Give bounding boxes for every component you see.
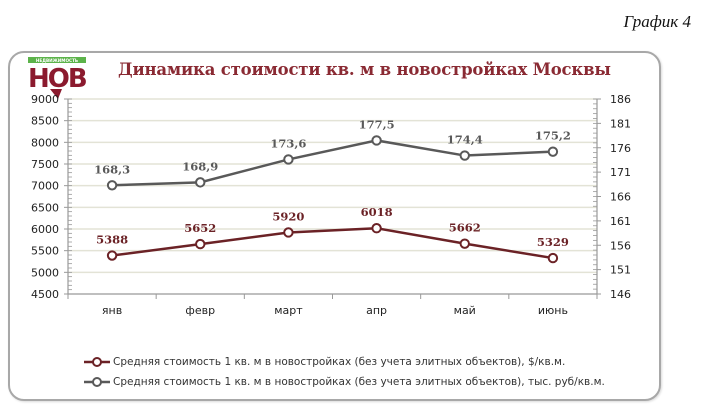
data-label: 5329 <box>537 235 569 249</box>
y-left-tick-label: 6000 <box>31 223 59 236</box>
data-point-marker <box>106 180 118 191</box>
y-left-tick-label: 7500 <box>31 158 59 171</box>
chart-frame <box>8 51 661 401</box>
chart-legend: Средняя стоимость 1 кв. м в новостройках… <box>84 352 605 392</box>
y-right-tick-label: 166 <box>610 191 631 204</box>
data-label: 5388 <box>96 233 128 247</box>
data-point-marker <box>106 250 118 261</box>
y-left-tick-label: 8000 <box>31 136 59 149</box>
y-left-tick-label: 7000 <box>31 180 59 193</box>
legend-marker-rub-icon <box>84 377 110 387</box>
data-label: 168,9 <box>182 159 218 173</box>
logo-accent-icon <box>50 89 62 99</box>
y-left-tick-label: 8500 <box>31 115 59 128</box>
y-right-tick-label: 181 <box>610 117 631 130</box>
data-point-marker <box>283 227 294 238</box>
y-right-tick-label: 146 <box>610 288 631 301</box>
y-right-tick-label: 171 <box>610 166 631 179</box>
x-tick-label: февр <box>185 304 215 317</box>
y-left-tick-label: 9000 <box>31 93 59 106</box>
logo-tagline: НЕДВИЖИМОСТЬ <box>36 58 78 63</box>
figure-caption: График 4 <box>623 12 691 31</box>
data-label: 175,2 <box>535 129 571 143</box>
legend-item-rub: Средняя стоимость 1 кв. м в новостройках… <box>84 372 605 392</box>
data-point-marker <box>195 238 206 250</box>
data-label: 5920 <box>272 209 304 223</box>
data-label: 5662 <box>449 221 481 235</box>
data-label: 173,6 <box>270 136 306 150</box>
y-right-tick-label: 186 <box>610 93 631 106</box>
data-point-marker <box>459 238 470 249</box>
y-left-tick-label: 6500 <box>31 201 59 214</box>
x-tick-label: май <box>454 304 476 317</box>
y-right-tick-label: 151 <box>610 264 631 277</box>
data-point-marker <box>547 146 559 157</box>
series-line <box>112 139 553 187</box>
brand-logo: НЕДВИЖИМОСТЬ НОВ <box>28 57 88 99</box>
x-tick-label: янв <box>102 304 122 317</box>
legend-marker-usd-icon <box>84 357 110 367</box>
data-label: 174,4 <box>447 133 483 147</box>
x-tick-label: март <box>274 304 303 317</box>
legend-label-usd: Средняя стоимость 1 кв. м в новостройках… <box>113 356 566 368</box>
y-left-tick-label: 5000 <box>31 266 59 279</box>
y-left-tick-label: 4500 <box>31 288 59 301</box>
data-point-marker <box>459 150 470 161</box>
logo-tagline-bar <box>28 57 86 63</box>
data-label: 177,5 <box>359 117 395 131</box>
data-label: 6018 <box>361 205 393 219</box>
data-point-marker <box>547 252 559 264</box>
series-line <box>111 226 554 260</box>
data-point-marker <box>195 177 206 188</box>
data-label: 5652 <box>184 221 216 235</box>
y-right-tick-label: 156 <box>610 239 631 252</box>
data-point-marker <box>283 154 294 165</box>
legend-label-rub: Средняя стоимость 1 кв. м в новостройках… <box>113 376 605 388</box>
x-tick-label: июнь <box>538 304 568 317</box>
y-right-tick-label: 176 <box>610 142 631 155</box>
chart-title: Динамика стоимости кв. м в новостройках … <box>118 60 611 79</box>
y-left-tick-label: 5500 <box>31 245 59 258</box>
data-point-marker <box>371 135 382 146</box>
y-right-tick-label: 161 <box>610 215 631 228</box>
legend-item-usd: Средняя стоимость 1 кв. м в новостройках… <box>84 352 605 372</box>
data-label: 168,3 <box>94 162 130 176</box>
data-point-marker <box>371 223 382 234</box>
x-tick-label: апр <box>366 304 387 317</box>
